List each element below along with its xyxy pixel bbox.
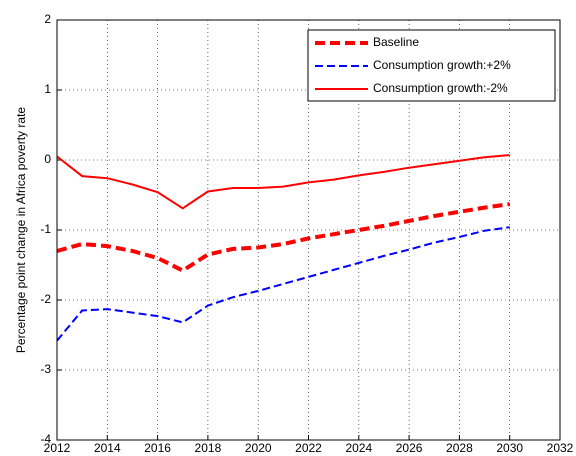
x-tick-label: 2026 <box>396 441 423 455</box>
legend-label: Consumption growth:-2% <box>373 81 508 95</box>
legend-label: Baseline <box>373 35 419 49</box>
x-tick-label: 2018 <box>195 441 222 455</box>
x-tick-label: 2024 <box>345 441 372 455</box>
x-tick-label: 2022 <box>295 441 322 455</box>
x-tick-label: 2020 <box>245 441 272 455</box>
x-tick-label: 2032 <box>547 441 574 455</box>
y-tick-label: -1 <box>40 222 51 236</box>
data-line <box>56 154 510 210</box>
axes-box <box>56 19 561 441</box>
x-tick-label: 2028 <box>446 441 473 455</box>
y-tick-label: 2 <box>44 12 51 26</box>
y-tick-label: -2 <box>40 292 51 306</box>
legend: Baseline Consumption growth:+2% Consumptio… <box>307 29 556 102</box>
x-tick-label: 2012 <box>44 441 71 455</box>
data-line <box>56 226 510 342</box>
y-tick-label: 1 <box>44 82 51 96</box>
x-tick-label: 2014 <box>94 441 121 455</box>
x-tick-label: 2016 <box>144 441 171 455</box>
y-axis-label: Percentage point change in Africa povert… <box>14 107 28 353</box>
x-tick-label: 2030 <box>496 441 523 455</box>
data-line <box>56 202 510 273</box>
y-tick-label: -4 <box>40 432 51 446</box>
y-tick-label: -3 <box>40 362 51 376</box>
y-tick-label: 0 <box>44 152 51 166</box>
legend-label: Consumption growth:+2% <box>373 58 511 72</box>
